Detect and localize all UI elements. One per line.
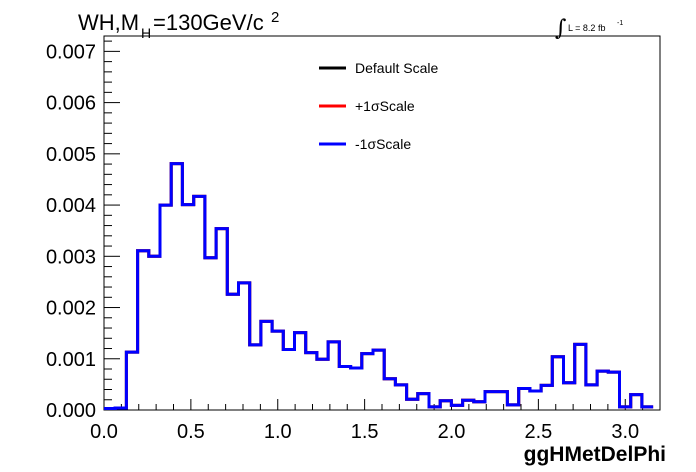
chart-title-value: =130GeV/c bbox=[153, 10, 264, 35]
x-tick-label: 2.0 bbox=[438, 421, 466, 443]
x-tick-label: 0.0 bbox=[90, 421, 118, 443]
legend-label: +1σScale bbox=[355, 98, 415, 114]
series-line-2 bbox=[104, 162, 654, 410]
chart-title-subscript: H bbox=[141, 25, 151, 41]
series-line-1 bbox=[104, 162, 654, 410]
y-tick-label: 0.005 bbox=[46, 144, 96, 166]
chart-title-superscript: 2 bbox=[271, 9, 279, 26]
x-tick-label: 0.5 bbox=[177, 421, 205, 443]
y-tick-label: 0.003 bbox=[46, 246, 96, 268]
chart-title-prefix: WH,M bbox=[78, 10, 139, 35]
axes: 0.0 0.5 1.0 1.5 2.0 2.5 3.0 0.000 0.001 0.002 0.00… bbox=[46, 40, 661, 443]
y-tick-label: 0.000 bbox=[46, 400, 96, 422]
y-tick-label: 0.007 bbox=[46, 41, 96, 63]
legend: Default Scale +1σScale -1σScale bbox=[319, 60, 438, 152]
x-tick-label: 3.0 bbox=[611, 421, 639, 443]
legend-label: Default Scale bbox=[355, 60, 438, 76]
y-tick-label: 0.002 bbox=[46, 298, 96, 320]
y-tick-label: 0.004 bbox=[46, 195, 96, 217]
y-tick-label: 0.006 bbox=[46, 93, 96, 115]
x-axis-label: ggHMetDelPhi bbox=[524, 443, 666, 466]
series-line-0 bbox=[104, 162, 654, 410]
legend-label: -1σScale bbox=[355, 136, 411, 152]
luminosity-superscript: -1 bbox=[617, 20, 623, 27]
x-tick-label: 1.0 bbox=[264, 421, 292, 443]
y-tick-label: 0.001 bbox=[46, 349, 96, 371]
luminosity-integral-sign: ∫ bbox=[555, 16, 567, 41]
x-tick-label: 1.5 bbox=[351, 421, 379, 443]
series-group bbox=[104, 162, 654, 410]
x-tick-label: 2.5 bbox=[524, 421, 552, 443]
plot-frame bbox=[103, 35, 661, 411]
luminosity-label: L = 8.2 fb bbox=[568, 23, 605, 33]
